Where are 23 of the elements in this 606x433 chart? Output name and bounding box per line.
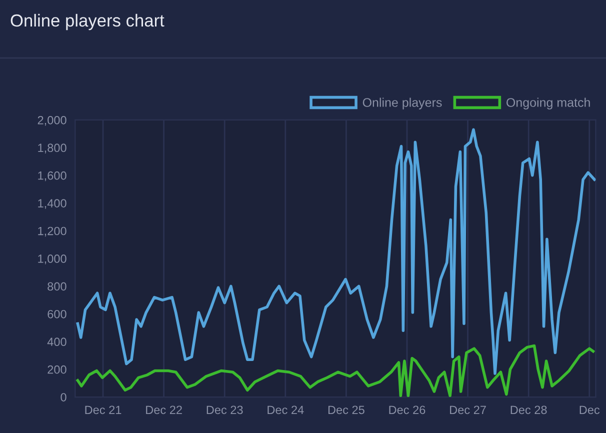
y-tick-label: 600	[48, 310, 66, 318]
x-tick-label: Dec 24	[268, 406, 304, 414]
y-tick-label: 1,000	[38, 254, 66, 264]
legend-label: Ongoing match	[506, 98, 590, 110]
x-tick-label: Dec 26	[389, 406, 426, 414]
y-tick-label: 1,600	[38, 171, 66, 182]
chart-title: Online players chart	[10, 14, 164, 30]
y-tick-label: 0	[60, 393, 66, 402]
legend-label: Online players	[362, 98, 442, 110]
x-tick-label: Dec 22	[146, 406, 182, 414]
y-tick-label: 800	[48, 282, 66, 291]
y-tick-label: 400	[47, 338, 66, 346]
x-tick-label: Dec 27	[450, 406, 486, 414]
x-tick-label: Dec	[580, 406, 600, 414]
y-tick-label: 1,800	[38, 144, 66, 154]
y-tick-label: 1,400	[38, 199, 66, 209]
x-tick-label: Dec 21	[85, 406, 122, 414]
y-tick-label: 2,000	[38, 116, 66, 126]
x-tick-label: Dec 25	[328, 406, 364, 414]
y-tick-label: 200	[48, 365, 66, 374]
x-tick-label: Dec 28	[510, 406, 547, 414]
x-tick-label: Dec 23	[206, 406, 243, 414]
y-tick-label: 1,200	[38, 226, 66, 237]
